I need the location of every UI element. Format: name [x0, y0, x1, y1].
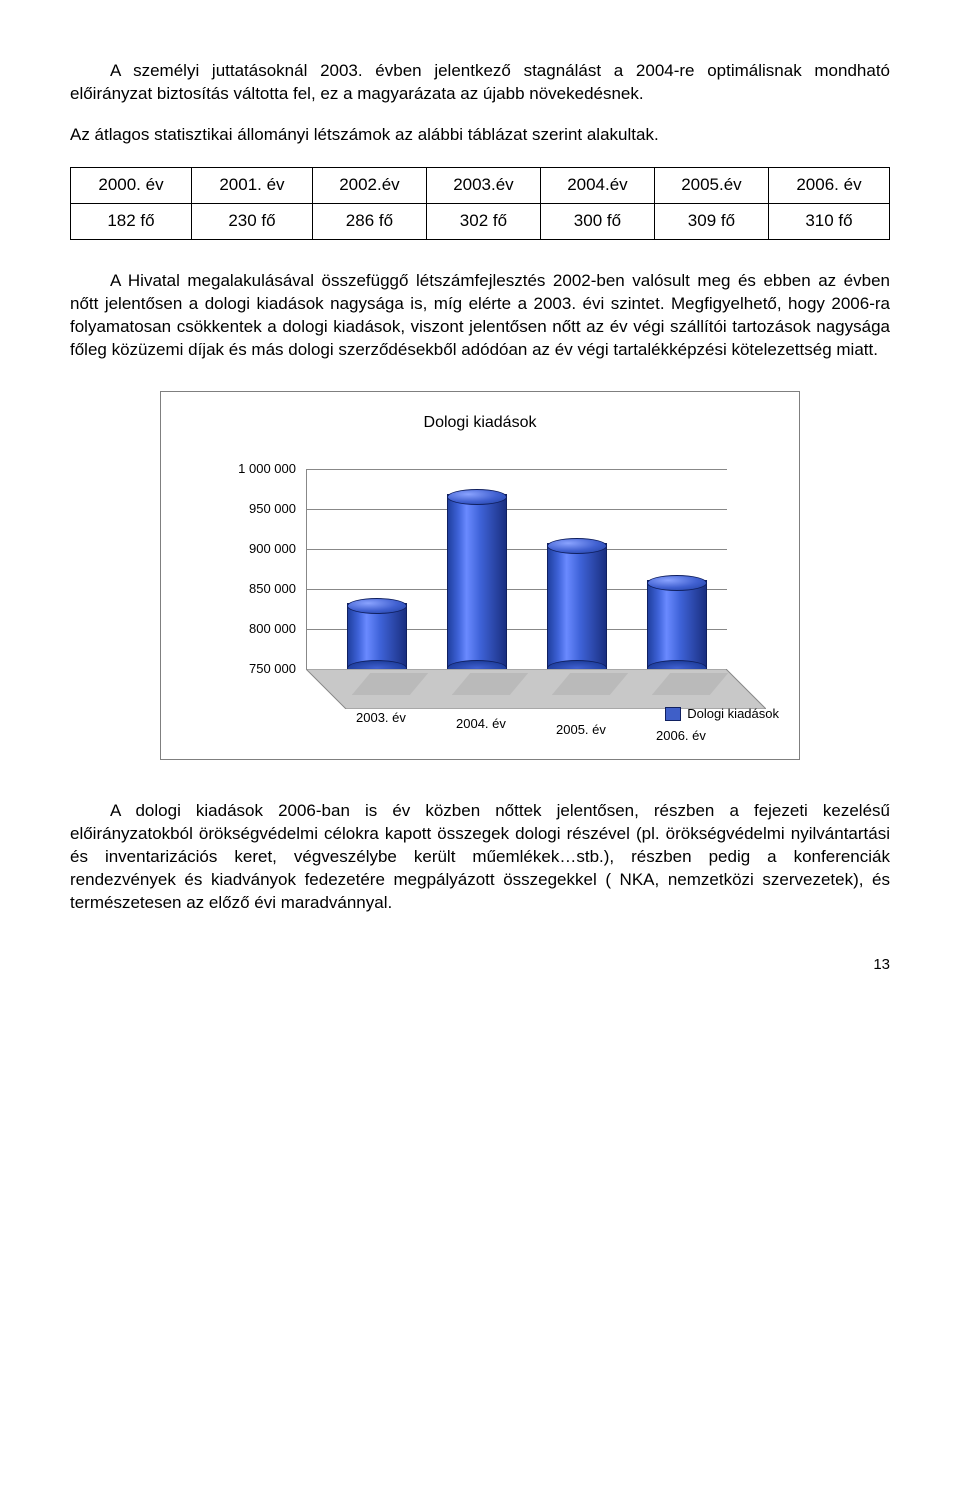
y-tick: 750 000 [221, 660, 296, 678]
th: 2001. év [191, 167, 312, 203]
th: 2004.év [540, 167, 654, 203]
table-row: 182 fő 230 fő 286 fő 302 fő 300 fő 309 f… [71, 203, 890, 239]
y-tick: 850 000 [221, 580, 296, 598]
paragraph-3: A Hivatal megalakulásával összefüggő lét… [70, 270, 890, 362]
td: 310 fő [768, 203, 889, 239]
bar-2006: 859 121 [647, 582, 705, 669]
th: 2002.év [312, 167, 426, 203]
y-tick: 900 000 [221, 540, 296, 558]
legend-swatch [665, 707, 681, 721]
bar-2004: 966 643 [447, 496, 505, 669]
y-tick: 800 000 [221, 620, 296, 638]
legend-label: Dologi kiadások [687, 705, 779, 723]
gridline [307, 469, 727, 470]
gridline [307, 509, 727, 510]
chart-legend: Dologi kiadások [665, 705, 779, 723]
th: 2006. év [768, 167, 889, 203]
staff-table: 2000. év 2001. év 2002.év 2003.év 2004.é… [70, 167, 890, 240]
th: 2005.év [654, 167, 768, 203]
td: 286 fő [312, 203, 426, 239]
paragraph-2: Az átlagos statisztikai állományi létszá… [70, 124, 890, 147]
chart-title: Dologi kiadások [191, 412, 769, 434]
y-tick: 950 000 [221, 500, 296, 518]
gridline [307, 549, 727, 550]
td: 182 fő [71, 203, 192, 239]
paragraph-4: A dologi kiadások 2006-ban is év közben … [70, 800, 890, 915]
td: 230 fő [191, 203, 312, 239]
expenditure-chart: Dologi kiadások 1 000 000 950 000 900 00… [160, 391, 800, 760]
x-label: 2003. év [356, 709, 406, 727]
td: 309 fő [654, 203, 768, 239]
x-label: 2004. év [456, 715, 506, 733]
table-header-row: 2000. év 2001. év 2002.év 2003.év 2004.é… [71, 167, 890, 203]
x-label: 2006. év [656, 727, 706, 745]
plot: 830 000 966 643 904 926 859 121 [306, 469, 727, 669]
th: 2003.év [426, 167, 540, 203]
x-label: 2005. év [556, 721, 606, 739]
page-number: 13 [70, 955, 890, 975]
bar-2005: 904 926 [547, 545, 605, 669]
td: 300 fő [540, 203, 654, 239]
paragraph-1: A személyi juttatásoknál 2003. évben jel… [70, 60, 890, 106]
y-axis: 1 000 000 950 000 900 000 850 000 800 00… [221, 469, 301, 669]
y-tick: 1 000 000 [221, 460, 296, 478]
bar-2003: 830 000 [347, 605, 405, 669]
th: 2000. év [71, 167, 192, 203]
td: 302 fő [426, 203, 540, 239]
chart-plot-area: 1 000 000 950 000 900 000 850 000 800 00… [221, 469, 769, 729]
chart-floor [306, 669, 726, 709]
